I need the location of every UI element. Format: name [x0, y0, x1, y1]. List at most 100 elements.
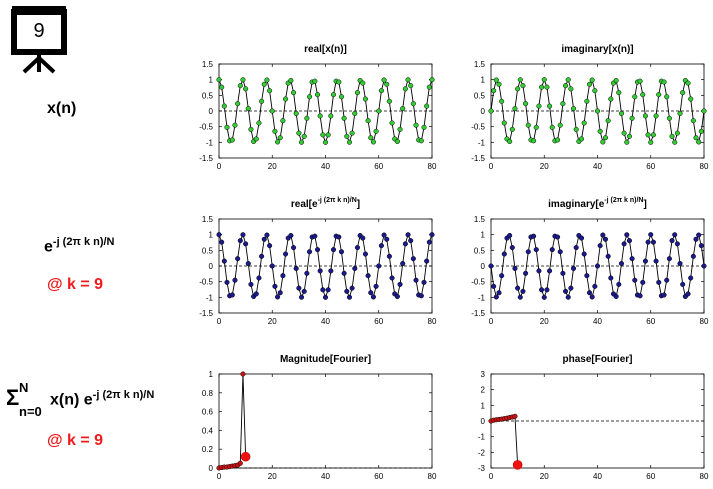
y-tick-label: 0 [481, 107, 486, 116]
y-tick-label: -1 [478, 293, 486, 302]
data-point [531, 233, 537, 239]
y-tick-label: -2 [478, 448, 486, 457]
data-point [389, 275, 395, 281]
data-point [232, 122, 238, 128]
data-point [616, 281, 622, 287]
series-line [218, 373, 247, 469]
data-point [245, 260, 251, 267]
data-point [424, 103, 430, 109]
data-point [496, 290, 502, 296]
y-tick-label: -1.5 [471, 154, 485, 163]
data-point [690, 253, 696, 259]
k-note-2: @ k = 9 [47, 432, 104, 449]
data-point [298, 139, 305, 145]
data-point [597, 243, 603, 249]
data-point [685, 80, 691, 86]
data-point [693, 135, 699, 141]
data-point [394, 293, 400, 300]
data-point [525, 122, 531, 128]
data-point [672, 232, 678, 238]
data-point [584, 273, 590, 279]
data-point [275, 294, 281, 300]
data-point [640, 279, 646, 285]
sum-symbol: Σ [6, 385, 20, 410]
y-tick-label: -3 [478, 464, 486, 473]
data-point [549, 247, 555, 253]
highlight-point [240, 451, 251, 462]
data-point [368, 135, 374, 141]
data-point [330, 247, 337, 253]
data-point [410, 256, 416, 262]
x-tick-label: 0 [489, 472, 494, 481]
data-point [384, 236, 390, 242]
data-point [325, 287, 331, 293]
data-point [378, 243, 384, 249]
data-point [608, 96, 614, 102]
data-point [560, 270, 566, 276]
data-point [283, 251, 289, 257]
data-point [288, 77, 294, 84]
data-point [544, 287, 550, 293]
sum-superscript: -j (2π k n)/N [92, 389, 155, 401]
data-point [240, 232, 246, 238]
data-point [563, 288, 569, 294]
data-point [277, 290, 283, 296]
data-point [328, 268, 334, 274]
data-point [296, 130, 302, 136]
data-point [325, 132, 331, 138]
chart-imag-e: imaginary[e-j (2π k n)/N] 1.5 1 0.5 0 -0.5 -1 -… [471, 197, 709, 326]
data-point [389, 120, 395, 126]
y-tick-label: 0.5 [474, 246, 486, 255]
data-point [306, 94, 313, 100]
data-point [408, 83, 414, 89]
data-point [322, 294, 329, 300]
y-tick-label: -1.5 [199, 154, 213, 163]
x-tick-label: 40 [321, 472, 330, 481]
y-tick-label: -1 [478, 138, 486, 147]
chart-title: phase[Fourier] [562, 354, 632, 365]
y-tick-label: -1.5 [471, 309, 485, 318]
data-point [493, 77, 499, 83]
sum-lower-limit: n=0 [19, 404, 42, 419]
data-point [680, 281, 686, 287]
data-point [581, 120, 587, 126]
data-point [365, 273, 371, 279]
data-point [338, 249, 345, 255]
data-point [578, 235, 585, 241]
data-point [605, 253, 611, 259]
x-tick-label: 60 [374, 317, 383, 326]
data-point [424, 258, 430, 264]
data-point [685, 291, 691, 297]
data-point [253, 136, 259, 142]
data-point [269, 108, 275, 114]
data-point [645, 239, 651, 245]
data-point [509, 126, 515, 132]
data-point [291, 245, 297, 251]
data-point [666, 256, 672, 262]
x-tick-label: 60 [646, 162, 655, 171]
y-tick-label: 0.8 [202, 389, 214, 398]
data-point [235, 101, 241, 107]
data-point [312, 78, 318, 84]
slide-number: 9 [33, 20, 45, 42]
y-tick-label: -0.5 [471, 278, 485, 287]
y-tick-label: 1 [481, 76, 486, 85]
data-point [520, 288, 526, 294]
data-point [626, 238, 633, 244]
y-tick-label: -1 [478, 433, 486, 442]
chart-real-x: real[x(n)] 1.5 1 0.5 0 -0.5 -1 -1.5 0 20 40 60 80 [199, 44, 437, 171]
data-point [267, 243, 273, 249]
y-tick-label: -0.5 [199, 123, 213, 132]
presentation-screen-icon [11, 6, 67, 74]
data-point [304, 115, 310, 121]
y-tick-label: -0.5 [199, 278, 213, 287]
data-point [354, 90, 361, 96]
data-point [381, 77, 387, 83]
data-point [653, 258, 659, 264]
data-point [402, 241, 408, 247]
data-point [661, 79, 667, 85]
data-point [664, 94, 670, 100]
data-point [581, 251, 587, 257]
data-point [674, 130, 680, 136]
